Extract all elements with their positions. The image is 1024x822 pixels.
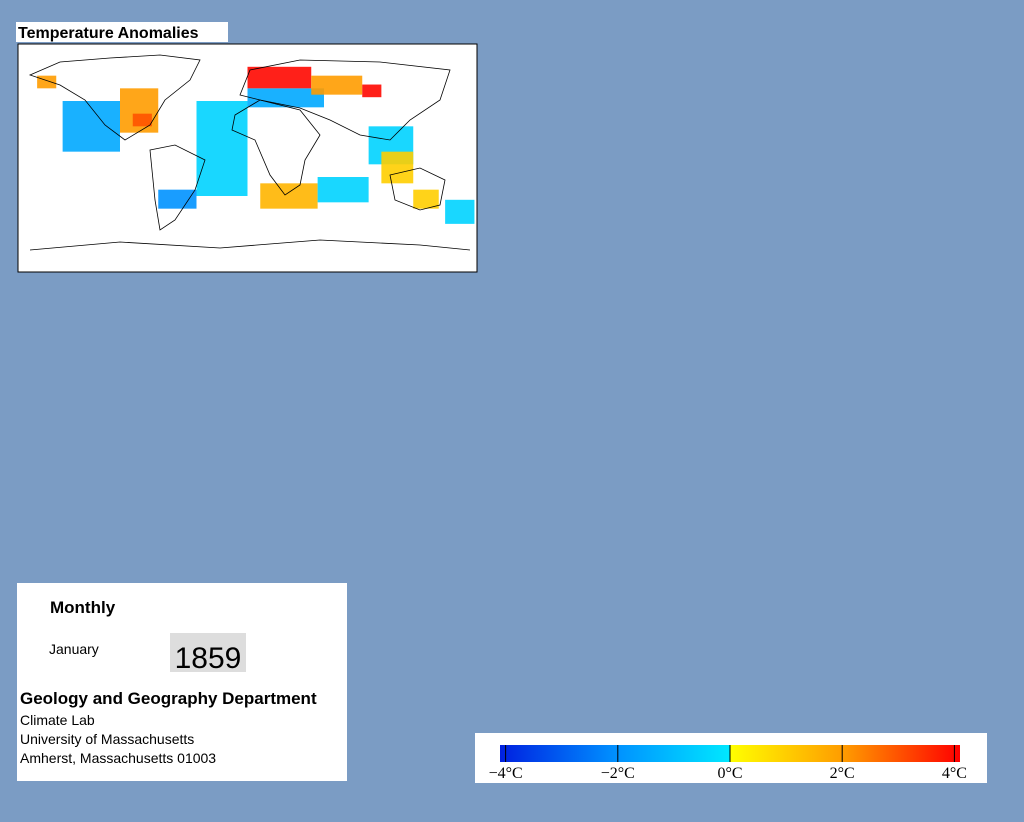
anomaly-cell (37, 75, 57, 89)
month: January (49, 641, 99, 657)
anomaly-cell (158, 189, 197, 209)
map-title: Temperature Anomalies (18, 25, 199, 42)
address-line: University of Massachusetts (20, 731, 194, 747)
anomaly-cell (132, 113, 152, 127)
anomaly-cell (247, 88, 324, 108)
anomaly-cell (381, 151, 414, 184)
coastlines (28, 54, 471, 251)
colorbar-tick-label: 4°C (942, 765, 967, 782)
address-line: Climate Lab (20, 712, 95, 728)
year: 1859 (175, 642, 242, 675)
colorbar-tick-label: 2°C (830, 765, 855, 782)
anomaly-cell (445, 199, 475, 224)
anomaly-cell (362, 84, 382, 98)
info-panel (17, 583, 347, 781)
title-bg (16, 22, 228, 42)
year-box (170, 633, 246, 672)
anomaly-cell (196, 101, 248, 196)
anomaly-cell (413, 189, 439, 209)
anomaly-cell (247, 66, 312, 89)
frequency: Monthly (50, 598, 116, 617)
anomaly-cell (317, 177, 369, 203)
colorbar-tick-label: −2°C (601, 765, 635, 782)
anomaly-cell (62, 101, 120, 152)
anomaly-cell (260, 183, 318, 209)
colorbar-tick-label: −4°C (489, 765, 523, 782)
department: Geology and Geography Department (20, 689, 317, 708)
address-line: Amherst, Massachusetts 01003 (20, 750, 216, 766)
colorbar-tick-label: 0°C (717, 765, 742, 782)
anomaly-cell (311, 75, 363, 95)
